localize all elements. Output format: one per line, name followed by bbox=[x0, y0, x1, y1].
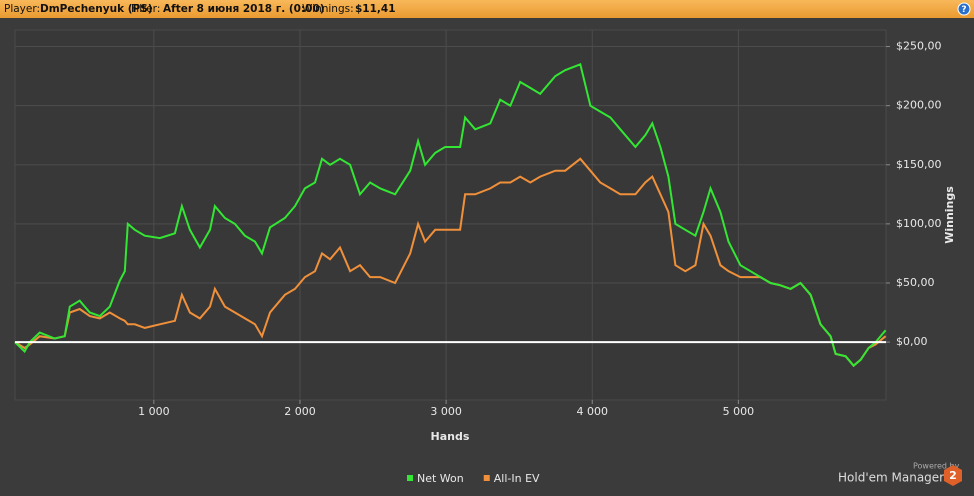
powered-by: Powered by bbox=[913, 462, 960, 471]
legend-label: Net Won bbox=[417, 472, 464, 485]
legend-swatch bbox=[483, 475, 490, 481]
x-tick-label: 1 000 bbox=[138, 405, 170, 418]
winnings-label: Winnings: bbox=[302, 3, 354, 15]
brand-name: Hold'em Manager bbox=[838, 471, 944, 485]
y-tick-label: $100,00 bbox=[896, 217, 942, 230]
series-line bbox=[14, 157, 887, 368]
y-tick-label: $0,00 bbox=[896, 335, 928, 348]
x-axis-title: Hands bbox=[431, 430, 470, 443]
filter-label: Filter: bbox=[131, 3, 160, 15]
series-line bbox=[14, 62, 887, 368]
x-tick-label: 3 000 bbox=[430, 405, 462, 418]
y-tick-label: $200,00 bbox=[896, 99, 942, 112]
x-tick-label: 5 000 bbox=[723, 405, 755, 418]
x-tick-label: 2 000 bbox=[284, 405, 316, 418]
brand-badge bbox=[944, 465, 962, 486]
y-tick-label: $150,00 bbox=[896, 158, 942, 171]
x-tick-label: 4 000 bbox=[577, 405, 609, 418]
header: Player: DmPechenyuk (PS) Filter: After 8… bbox=[4, 3, 396, 15]
y-axis-title: Winnings bbox=[943, 186, 956, 244]
help-text[interactable]: ? bbox=[961, 5, 966, 15]
player-label: Player: bbox=[4, 3, 40, 15]
winnings: $11,41 bbox=[355, 3, 396, 15]
brand-version: 2 bbox=[949, 469, 957, 482]
header-bar bbox=[0, 0, 974, 18]
player: DmPechenyuk (PS) bbox=[40, 3, 153, 15]
help-icon[interactable] bbox=[957, 2, 971, 16]
legend-label: All-In EV bbox=[494, 472, 540, 485]
y-tick-label: $50,00 bbox=[896, 276, 935, 289]
plot-area bbox=[14, 29, 887, 401]
y-tick-label: $250,00 bbox=[896, 40, 942, 53]
filter: After 8 июня 2018 г. (0:00) bbox=[163, 3, 325, 15]
legend-swatch bbox=[407, 475, 413, 481]
